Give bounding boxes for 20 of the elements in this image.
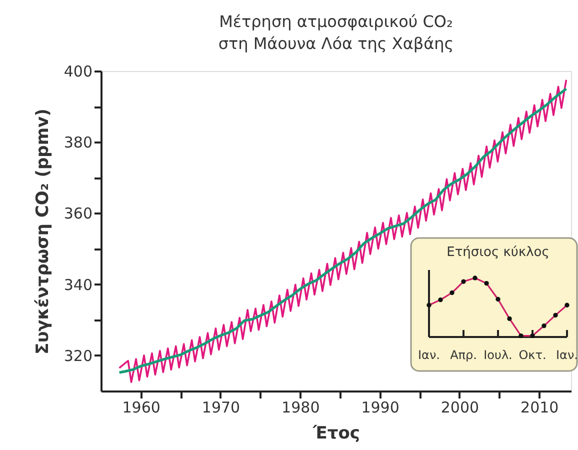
y-tick-label: 360 (64, 204, 92, 223)
chart-title: Μέτρηση ατμοσφαιρικού CO₂ στη Μάουνα Λόα της Χαβάης (218, 12, 454, 53)
x-tick-label: Ιαν. (418, 348, 440, 362)
y-tick-label: 380 (64, 134, 92, 152)
x-tick-label: Ιαν. (556, 348, 578, 362)
x-tick-label: Ιουλ. (484, 348, 512, 362)
y-tick-label: 320 (64, 346, 92, 365)
y-tick-label: 340 (64, 276, 92, 294)
x-tick-label: 1990 (361, 398, 400, 416)
chart-title: Ετήσιος κύκλος (446, 245, 550, 260)
x-tick-label: Οκτ. (518, 348, 546, 362)
y-tick-label: 400 (64, 62, 92, 80)
x-tick-label: 2010 (520, 398, 559, 416)
x-tick-label: Απρ. (450, 348, 477, 362)
x-tick-label: 2000 (440, 398, 480, 416)
y-axis-title: Συγκέντρωση CO₂ (ppmv) (32, 108, 53, 354)
x-tick-label: 1970 (202, 398, 240, 416)
x-tick-label: 1980 (282, 398, 320, 416)
x-axis-title: Έτος (312, 424, 360, 444)
x-tick-label: 1960 (122, 398, 160, 416)
